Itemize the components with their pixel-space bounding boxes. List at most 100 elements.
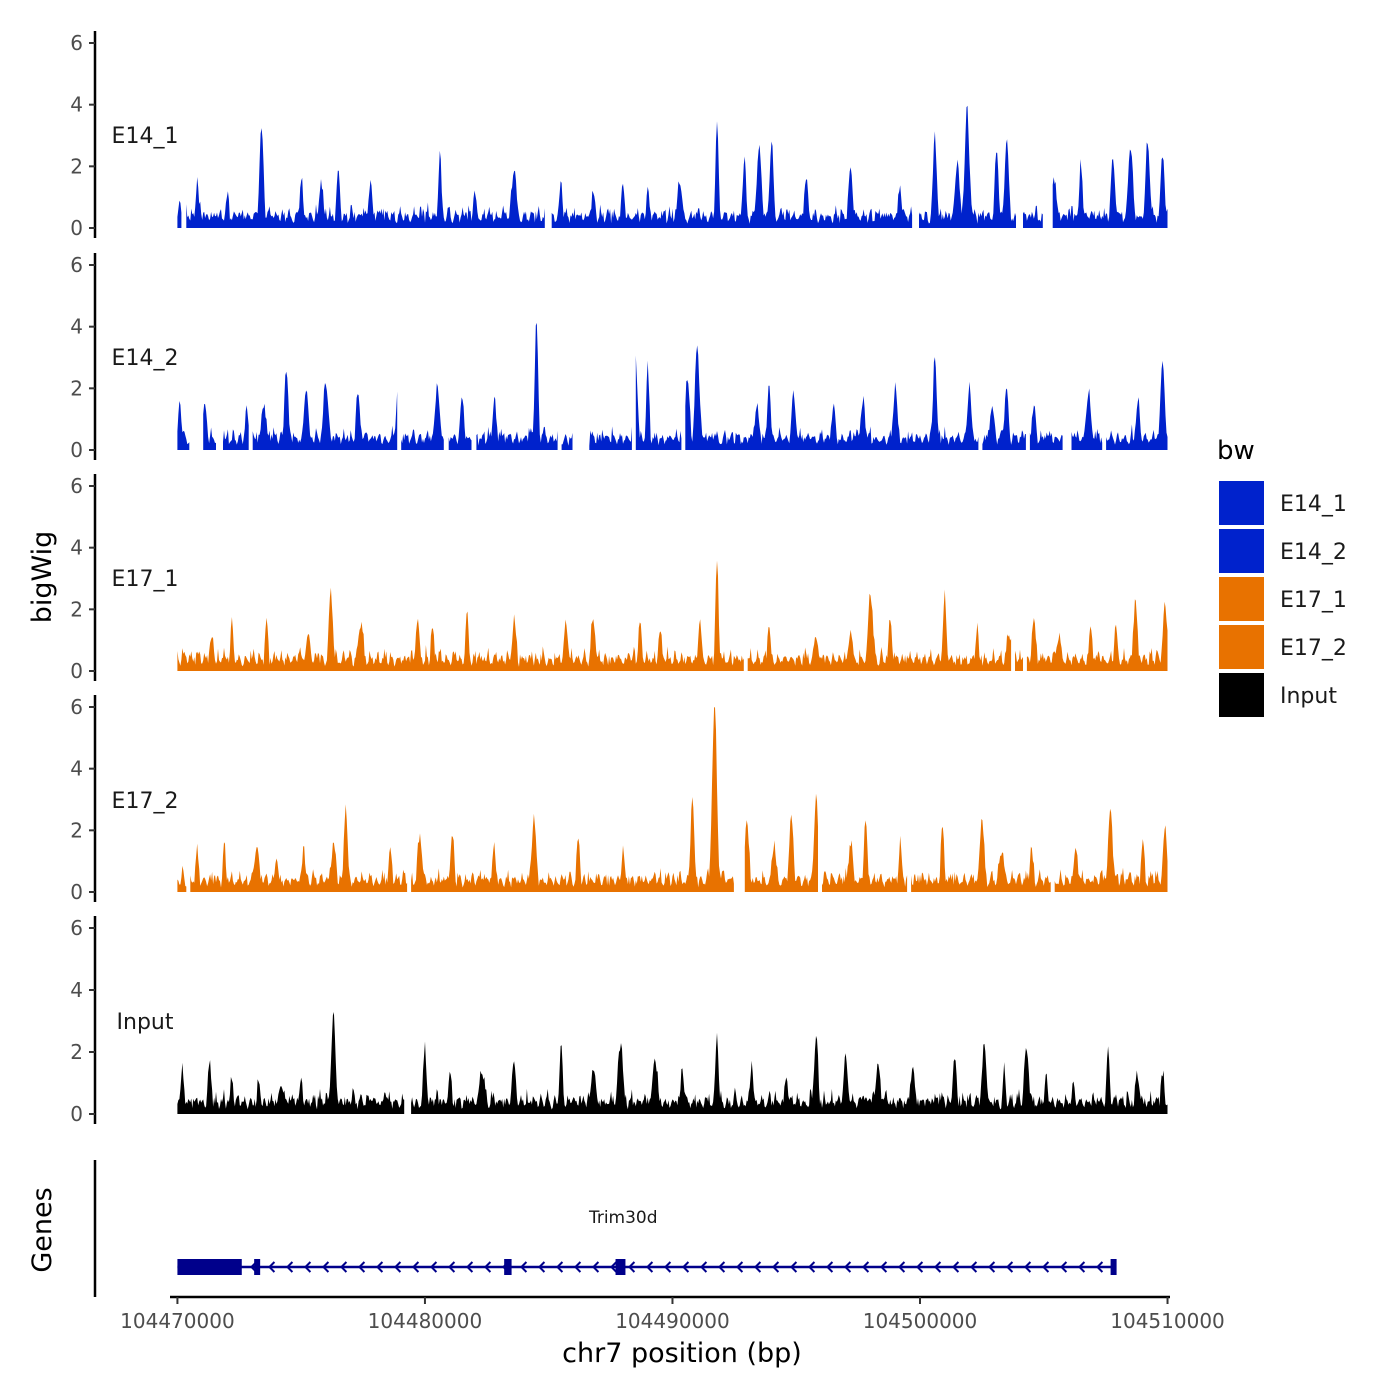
gene-Trim30d: Trim30d [177,1208,1117,1275]
legend-label-E14_1: E14_1 [1280,492,1347,517]
x-axis-title: chr7 position (bp) [562,1338,802,1369]
strand-arrow [412,1261,420,1273]
y-tick-label: 4 [70,536,83,560]
strand-arrow [574,1261,582,1273]
signal-area-E17_2 [177,707,1168,892]
strand-arrow [1060,1261,1068,1273]
y-tick-label: 2 [70,1040,83,1064]
strand-arrow [556,1261,564,1273]
track-E14_2: 0 2 4 6 E14_2 [70,253,1168,462]
exon [254,1259,261,1275]
strand-arrow [1042,1261,1050,1273]
y-tick-label: 4 [70,757,83,781]
strand-arrow [286,1261,294,1273]
strand-arrow [1078,1261,1086,1273]
strand-arrow [988,1261,996,1273]
y-tick-label: 2 [70,154,83,178]
exon [177,1259,242,1275]
strand-arrow [772,1261,780,1273]
strand-arrow [664,1261,672,1273]
strand-arrow [268,1261,276,1273]
strand-arrow [1024,1261,1032,1273]
strand-arrow [592,1261,600,1273]
strand-arrow [1096,1261,1104,1273]
strand-arrow [358,1261,366,1273]
legend: bw E14_1 E14_2 E17_1 E17_2 Input [1217,436,1347,717]
strand-arrow [718,1261,726,1273]
y-tick-label: 6 [70,916,83,940]
strand-arrow [682,1261,690,1273]
strand-arrow [916,1261,924,1273]
x-tick-label: 104500000 [863,1309,978,1333]
legend-swatch-Input [1219,673,1264,717]
strand-arrow [790,1261,798,1273]
strand-arrow [736,1261,744,1273]
legend-swatch-E14_2 [1219,529,1264,573]
track-label: Input [117,1010,174,1035]
strand-arrow [862,1261,870,1273]
strand-arrow [538,1261,546,1273]
y-tick-label: 4 [70,978,83,1002]
legend-swatch-E17_2 [1219,625,1264,669]
legend-label-E17_2: E17_2 [1280,636,1347,661]
y-axis-title: bigWig [27,531,58,624]
legend-label-E14_2: E14_2 [1280,540,1347,565]
strand-arrow [376,1261,384,1273]
track-label: E14_2 [112,346,179,371]
track-label: E14_1 [112,124,179,149]
strand-arrow [628,1261,636,1273]
exon [504,1259,512,1275]
strand-arrow [322,1261,330,1273]
y-tick-label: 0 [70,438,83,462]
x-tick-label: 104490000 [615,1309,730,1333]
strand-arrow [952,1261,960,1273]
x-tick-label: 104470000 [120,1309,235,1333]
legend-swatch-E17_1 [1219,577,1264,621]
strand-arrow [934,1261,942,1273]
y-tick-label: 6 [70,474,83,498]
track-E17_2: 0 2 4 6 E17_2 [70,695,1168,904]
track-label: E17_1 [112,567,179,592]
x-tick-label: 104510000 [1110,1309,1225,1333]
strand-arrow [1006,1261,1014,1273]
strand-arrow [430,1261,438,1273]
legend-swatch-E14_1 [1219,481,1264,525]
y-tick-label: 2 [70,376,83,400]
strand-arrow [520,1261,528,1273]
track-E17_1: 0 2 4 6 E17_1 [70,474,1168,683]
strand-arrow [340,1261,348,1273]
signal-area-E14_2 [177,322,1168,450]
exon [615,1259,626,1275]
y-tick-label: 0 [70,1102,83,1126]
y-tick-label: 6 [70,31,83,55]
strand-arrow [484,1261,492,1273]
strand-arrow [880,1261,888,1273]
track-label: E17_2 [112,789,179,814]
strand-arrow [466,1261,474,1273]
strand-arrow [754,1261,762,1273]
x-axis: 104470000 104480000 104490000 104500000 1045… [120,1295,1225,1333]
strand-arrow [970,1261,978,1273]
gene-name-label: Trim30d [588,1208,658,1228]
strand-arrow [304,1261,312,1273]
y-tick-label: 4 [70,315,83,339]
y-tick-label: 0 [70,659,83,683]
y-tick-label: 0 [70,216,83,240]
legend-label-E17_1: E17_1 [1280,588,1347,613]
strand-arrow [700,1261,708,1273]
strand-arrow [394,1261,402,1273]
strand-arrow [808,1261,816,1273]
strand-arrow [448,1261,456,1273]
exon [1110,1259,1117,1275]
y-tick-label: 6 [70,253,83,277]
strand-arrow [826,1261,834,1273]
strand-arrow [898,1261,906,1273]
y-tick-label: 2 [70,597,83,621]
genes-track: Trim30d [93,1160,1117,1297]
signal-area-Input [177,1012,1168,1114]
signal-area-E14_1 [177,105,1168,228]
legend-label-Input: Input [1280,684,1337,709]
track-E14_1: 0 2 4 6 E14_1 [70,31,1168,240]
y-tick-label: 6 [70,695,83,719]
